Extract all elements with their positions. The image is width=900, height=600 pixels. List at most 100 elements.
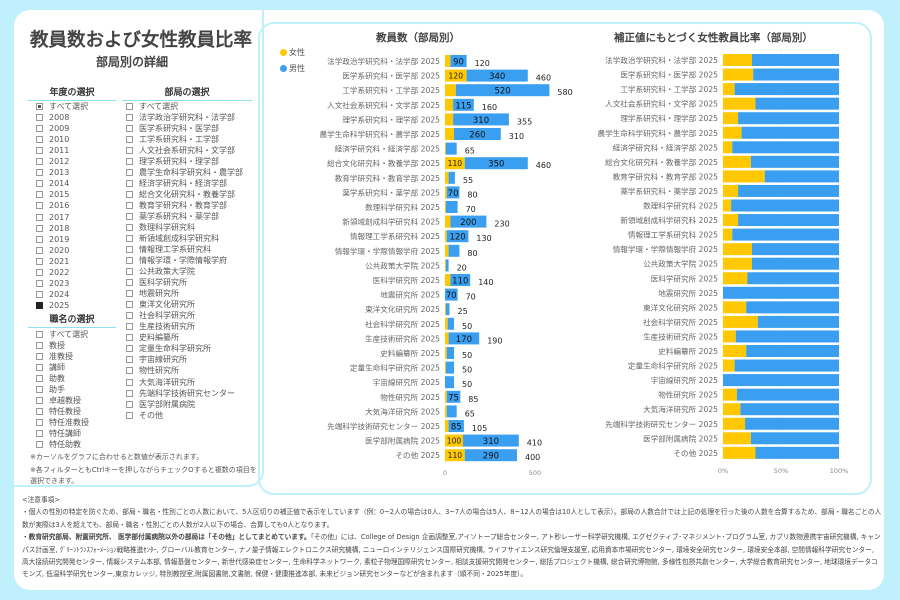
female-ratio-bar[interactable] [723, 330, 736, 343]
male-ratio-bar[interactable] [746, 301, 839, 314]
filter-option-department[interactable]: 公共政策大学院 [126, 266, 195, 277]
checkbox-icon[interactable] [126, 147, 133, 155]
filter-option-department[interactable]: 数理科学研究科 [126, 222, 195, 233]
filter-option-department[interactable]: 薬学系研究科・薬学部 [126, 211, 219, 222]
filter-option-year[interactable]: 2022 [36, 267, 69, 278]
male-ratio-bar[interactable] [732, 228, 839, 241]
checkbox-icon[interactable] [126, 191, 133, 199]
filter-option-department[interactable]: 生産技術研究所 [126, 321, 195, 332]
filter-option-department[interactable]: 総合文化研究科・教養学部 [126, 189, 235, 200]
female-ratio-bar[interactable] [723, 388, 737, 401]
female-bar[interactable] [445, 332, 449, 345]
checkbox-icon[interactable] [36, 408, 43, 415]
female-ratio-bar[interactable] [723, 97, 756, 110]
male-ratio-bar[interactable] [740, 403, 839, 416]
checkbox-icon[interactable] [36, 279, 43, 287]
checkbox-icon[interactable] [126, 389, 133, 397]
filter-option-department[interactable]: 情報理工学系研究科 [126, 244, 211, 255]
male-ratio-bar[interactable] [738, 214, 839, 227]
checkbox-icon[interactable] [126, 158, 133, 166]
female-bar[interactable] [445, 317, 448, 330]
male-ratio-bar[interactable] [746, 345, 839, 357]
checkbox-icon[interactable] [36, 257, 43, 265]
filter-option-department[interactable]: 東洋文化研究所 [126, 299, 195, 310]
filter-option-position[interactable]: 准教授 [36, 351, 73, 362]
male-bar[interactable] [453, 113, 509, 126]
male-bar[interactable] [446, 405, 457, 418]
filter-option-department[interactable]: 新領域創成科学研究科 [126, 233, 219, 244]
filter-option-position[interactable]: 助手 [36, 384, 65, 395]
female-bar[interactable] [445, 347, 447, 359]
female-ratio-bar[interactable] [723, 243, 752, 256]
female-ratio-bar[interactable] [723, 417, 746, 430]
female-bar[interactable] [445, 84, 456, 97]
filter-option-year[interactable]: 2016 [36, 200, 69, 211]
checkbox-icon[interactable] [36, 114, 43, 122]
checkbox-icon[interactable] [126, 290, 133, 298]
male-ratio-bar[interactable] [750, 432, 839, 445]
filter-option-position[interactable]: すべて選択 [36, 329, 88, 340]
male-ratio-bar[interactable] [750, 155, 839, 168]
filter-option-department[interactable]: 経済学研究科・経済学部 [126, 178, 227, 189]
checkbox-icon[interactable] [126, 202, 133, 210]
filter-option-position[interactable]: 特任助教 [36, 439, 81, 450]
female-ratio-bar[interactable] [723, 68, 754, 81]
female-ratio-bar[interactable] [723, 184, 739, 197]
filter-option-year[interactable]: 2008 [36, 112, 69, 123]
male-ratio-bar[interactable] [764, 170, 839, 183]
filter-option-year[interactable]: 2024 [36, 289, 69, 300]
female-bar[interactable] [445, 113, 454, 126]
checkbox-icon[interactable] [36, 375, 43, 382]
legend-male[interactable]: 男性 [280, 63, 305, 74]
male-ratio-bar[interactable] [755, 97, 839, 110]
filter-option-department[interactable]: 工学系研究科・工学部 [126, 134, 219, 145]
checkbox-icon[interactable] [126, 312, 133, 320]
checkbox-icon[interactable] [36, 191, 43, 199]
male-bar[interactable] [446, 390, 461, 403]
filter-option-position[interactable]: 助教 [36, 373, 65, 384]
male-bar[interactable] [464, 449, 517, 462]
checkbox-icon[interactable] [36, 364, 43, 371]
male-bar[interactable] [455, 84, 550, 97]
checkbox-icon[interactable] [126, 246, 133, 254]
female-bar[interactable] [445, 186, 447, 199]
female-ratio-bar[interactable] [723, 446, 756, 459]
filter-option-position[interactable]: 教授 [36, 340, 65, 351]
filter-option-department[interactable]: 大気海洋研究所 [126, 377, 195, 388]
female-ratio-bar[interactable] [723, 155, 751, 168]
female-ratio-bar[interactable] [723, 345, 747, 357]
female-bar[interactable] [445, 69, 467, 82]
checkbox-icon[interactable] [126, 268, 133, 276]
male-bar[interactable] [464, 157, 528, 170]
female-ratio-bar[interactable] [723, 301, 747, 314]
male-bar[interactable] [453, 98, 474, 111]
checkbox-icon[interactable] [36, 386, 43, 393]
female-bar[interactable] [445, 303, 446, 316]
checkbox-icon[interactable] [36, 202, 43, 210]
checkbox-icon[interactable] [126, 136, 133, 144]
female-bar[interactable] [445, 405, 447, 418]
filter-option-year[interactable]: すべて選択 [36, 101, 88, 112]
female-bar[interactable] [445, 259, 446, 272]
legend-female[interactable]: 女性 [280, 47, 305, 58]
male-bar[interactable] [445, 142, 457, 155]
filter-option-position[interactable]: 卓越教授 [36, 395, 81, 406]
filter-option-position[interactable]: 特任准教授 [36, 417, 89, 428]
male-bar[interactable] [463, 434, 519, 447]
checkbox-icon[interactable] [126, 279, 133, 287]
filter-option-department[interactable]: 法学政治学研究科・法学部 [126, 112, 235, 123]
checkbox-icon[interactable] [36, 125, 43, 133]
checkbox-icon[interactable] [126, 411, 133, 419]
male-bar[interactable] [448, 244, 460, 257]
checkbox-icon[interactable] [36, 430, 43, 437]
male-bar[interactable] [445, 361, 454, 374]
male-bar[interactable] [450, 215, 487, 228]
male-bar[interactable] [450, 274, 471, 286]
checkbox-icon[interactable] [36, 136, 43, 144]
female-ratio-bar[interactable] [723, 54, 752, 66]
checkbox-icon[interactable] [126, 301, 133, 309]
male-ratio-bar[interactable] [731, 199, 839, 212]
male-bar[interactable] [448, 420, 464, 432]
filter-option-department[interactable]: 人文社会系研究科・文学部 [126, 145, 235, 156]
checkbox-icon[interactable] [126, 235, 133, 243]
